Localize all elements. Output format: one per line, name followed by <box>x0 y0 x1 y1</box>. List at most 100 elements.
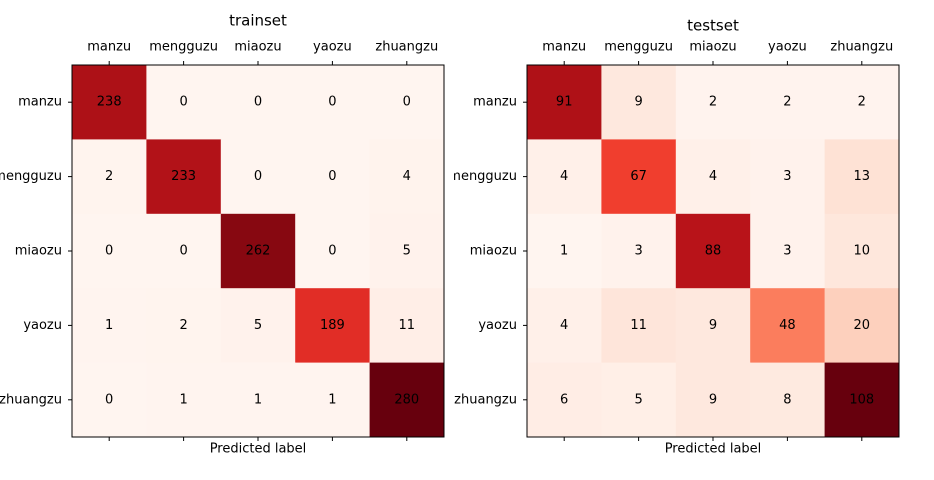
cell-label: 2 <box>783 95 791 110</box>
cell-label: 1 <box>560 244 568 259</box>
cell-label: 0 <box>328 95 336 110</box>
cell-label: 1 <box>328 392 336 407</box>
cell <box>146 139 222 215</box>
cell <box>369 139 445 215</box>
cell-label: 0 <box>105 392 113 407</box>
x-tick-label: zhuangzu <box>375 40 438 55</box>
cell <box>824 288 900 364</box>
cell-label: 4 <box>709 169 717 184</box>
cell-label: 6 <box>560 392 568 407</box>
cell-label: 238 <box>97 95 122 110</box>
x-tick-label: manzu <box>87 40 131 55</box>
cell <box>601 288 677 364</box>
cell-label: 11 <box>399 318 416 333</box>
cell-label: 3 <box>783 169 791 184</box>
y-tick-label: mengguzu <box>0 169 62 184</box>
cell <box>601 213 677 289</box>
cell <box>675 288 751 364</box>
cell-label: 4 <box>403 169 411 184</box>
cell <box>369 362 445 438</box>
cell-label: 0 <box>254 95 262 110</box>
cell <box>675 139 751 215</box>
x-tick-label: zhuangzu <box>830 40 893 55</box>
cell <box>527 213 602 289</box>
y-tick-label: zhuangzu <box>454 392 517 407</box>
cell <box>295 288 371 364</box>
cell <box>824 139 900 215</box>
x-axis-label: Predicted label <box>665 442 762 457</box>
cell-label: 4 <box>560 318 568 333</box>
cell-label: 88 <box>705 244 722 259</box>
cell <box>750 139 826 215</box>
left-mask <box>444 60 454 440</box>
cell <box>750 362 826 438</box>
y-tick-label: mengguzu <box>448 169 517 184</box>
cell <box>675 362 751 438</box>
y-tick-label: yaozu <box>478 318 517 333</box>
cell <box>601 362 677 438</box>
cell-label: 91 <box>556 95 573 110</box>
x-tick-label: mengguzu <box>604 40 673 55</box>
cell-label: 2 <box>858 95 866 110</box>
cell-label: 11 <box>630 318 647 333</box>
cell <box>72 213 147 289</box>
cell-label: 10 <box>854 244 871 259</box>
cell <box>146 213 222 289</box>
cell <box>220 139 296 215</box>
cell <box>675 65 751 140</box>
cell-label: 0 <box>328 244 336 259</box>
x-tick-label: mengguzu <box>149 40 218 55</box>
cell-label: 2 <box>179 318 187 333</box>
cell-label: 5 <box>254 318 262 333</box>
x-tick-label: yaozu <box>313 40 352 55</box>
cell <box>220 65 296 140</box>
cell-label: 1 <box>179 392 187 407</box>
cell <box>72 139 147 215</box>
y-tick-label: manzu <box>18 95 62 110</box>
cell <box>750 288 826 364</box>
cell <box>220 288 296 364</box>
cell-label: 1 <box>105 318 113 333</box>
cell-label: 9 <box>709 318 717 333</box>
cell <box>527 65 602 140</box>
chart-title: testset <box>687 17 739 35</box>
cell-label: 5 <box>634 392 642 407</box>
x-tick-label: manzu <box>542 40 586 55</box>
cell <box>527 362 602 438</box>
cell <box>824 65 900 140</box>
y-tick-label: miaozu <box>15 244 62 259</box>
cell-label: 13 <box>854 169 871 184</box>
cell-label: 1 <box>254 392 262 407</box>
x-tick-label: miaozu <box>234 40 281 55</box>
cell <box>750 65 826 140</box>
cell <box>72 65 147 140</box>
y-tick-label: yaozu <box>23 318 62 333</box>
cell <box>72 362 147 438</box>
cell-label: 0 <box>328 169 336 184</box>
cell <box>295 362 371 438</box>
cell <box>601 139 677 215</box>
cell <box>675 213 751 289</box>
cell-label: 3 <box>634 244 642 259</box>
cell-label: 233 <box>171 169 196 184</box>
cell <box>295 213 371 289</box>
x-tick-label: yaozu <box>768 40 807 55</box>
cell <box>369 65 445 140</box>
cell <box>601 65 677 140</box>
cell-label: 5 <box>403 244 411 259</box>
cell <box>146 65 222 140</box>
y-tick-label: miaozu <box>470 244 517 259</box>
cell <box>146 288 222 364</box>
cell <box>750 213 826 289</box>
cell <box>72 288 147 364</box>
cell <box>527 139 602 215</box>
cell-label: 2 <box>709 95 717 110</box>
cell-label: 9 <box>634 95 642 110</box>
cell-label: 8 <box>783 392 791 407</box>
cell <box>369 213 445 289</box>
cell <box>824 213 900 289</box>
y-tick-label: zhuangzu <box>0 392 62 407</box>
cell-label: 20 <box>854 318 871 333</box>
